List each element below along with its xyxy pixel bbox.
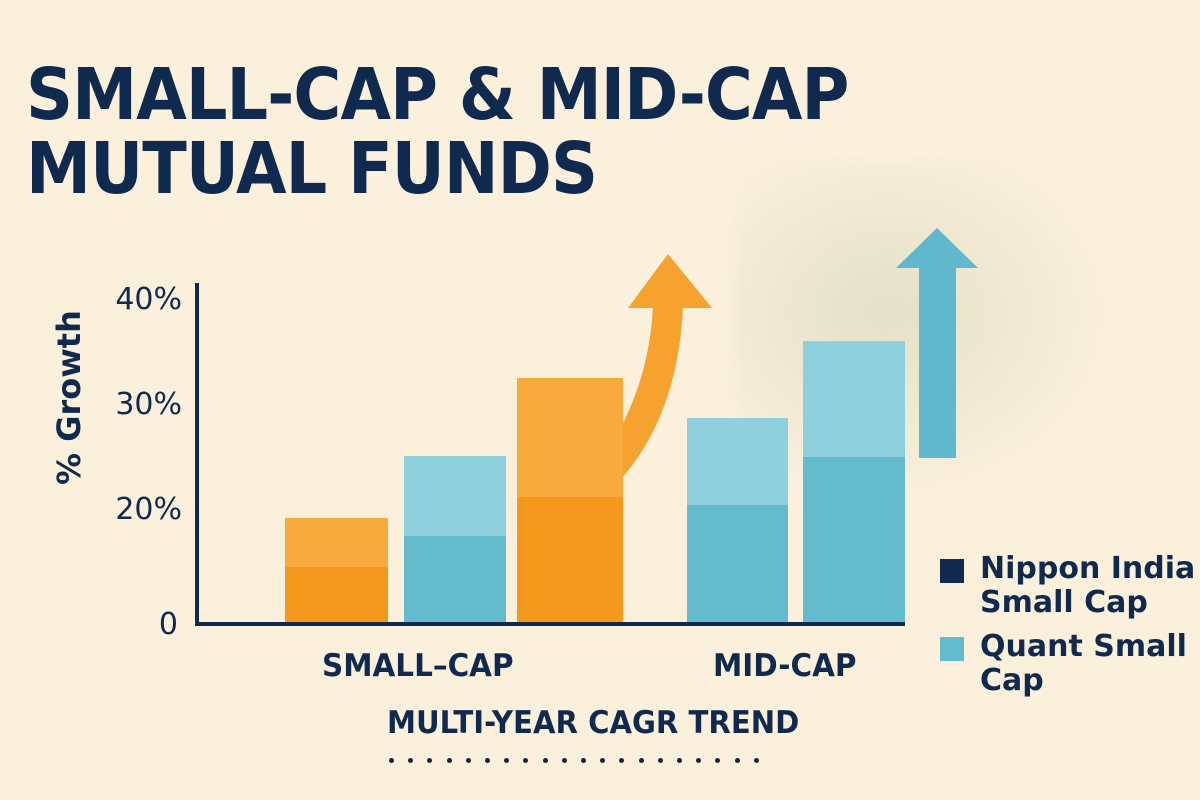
- legend: Nippon India Small Cap Quant Small Cap: [940, 552, 1200, 708]
- y-tick-30: 30%: [115, 387, 182, 422]
- y-tick-40: 40%: [115, 282, 182, 317]
- legend-label-quant: Quant Small Cap: [980, 629, 1187, 698]
- legend-item-quant: Quant Small Cap: [940, 630, 1200, 698]
- legend-item-nippon: Nippon India Small Cap: [940, 552, 1200, 620]
- legend-swatch-nippon: [940, 559, 964, 583]
- legend-label-nippon: Nippon India Small Cap: [980, 551, 1196, 620]
- y-tick-0: 0: [158, 607, 178, 642]
- y-tick-20: 20%: [115, 492, 182, 527]
- y-axis-label: % Growth: [50, 310, 88, 485]
- category-small-cap: SMALL–CAP: [322, 648, 514, 684]
- dotted-divider: [389, 758, 759, 766]
- bar-mid-cap-2: [803, 341, 905, 624]
- bar-small-cap-3: [517, 378, 623, 624]
- legend-swatch-quant: [940, 637, 964, 661]
- page-title: SMALL-CAP & MID-CAP MUTUAL FUNDS: [26, 53, 849, 210]
- chart-subtitle: MULTI-YEAR CAGR TREND: [387, 705, 800, 741]
- title-line-1: SMALL-CAP & MID-CAP: [26, 53, 849, 136]
- bar-small-cap-1: [285, 518, 388, 624]
- bar-small-cap-2: [404, 456, 506, 624]
- category-mid-cap: MID-CAP: [713, 648, 857, 684]
- blue-growth-arrow-icon: [896, 228, 978, 458]
- bar-mid-cap-1: [687, 418, 788, 624]
- title-line-2: MUTUAL FUNDS: [26, 127, 598, 210]
